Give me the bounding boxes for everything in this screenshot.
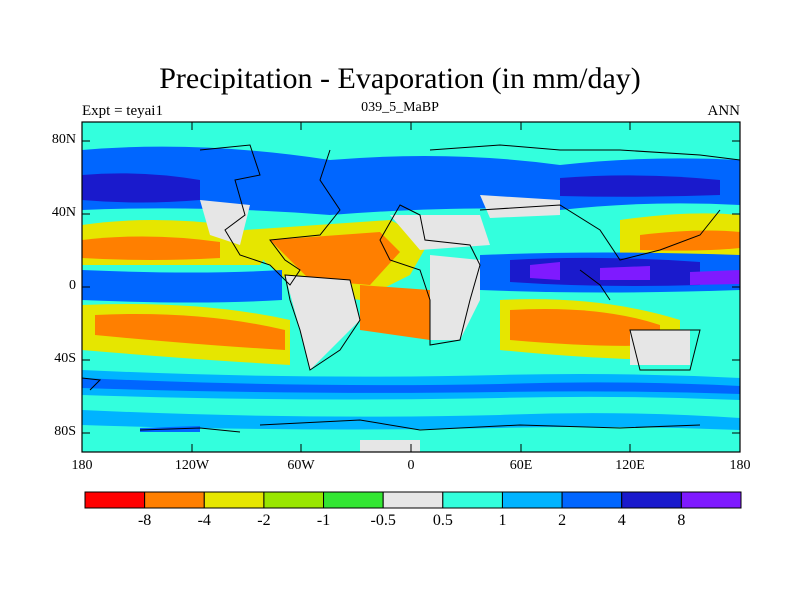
field-ssub-dryer-1 [95,314,285,350]
colorbar-label: 4 [617,512,626,529]
colorbar-label: 8 [677,512,686,529]
colorbar-swatch [203,491,265,509]
field-grey-5 [430,255,480,340]
field-land-1-dry [270,232,400,285]
y-tick-marks [82,140,740,434]
colorbar-label: -8 [137,512,152,529]
field-north-deep-2 [560,175,720,197]
field-south-wet-2 [82,378,740,394]
field-violet-3 [690,270,740,285]
field-south-wet-1 [82,370,740,400]
y-tick-label: 80S [54,424,76,439]
x-tick-label: 60W [287,458,315,473]
field-ssub-dryer-3 [510,309,660,346]
colorbar-label: -0.5 [370,512,396,529]
map-field [82,122,740,452]
colorbar-label: -1 [316,512,331,529]
x-tick-label: 120E [615,458,645,473]
colorbar-swatch [501,491,563,509]
x-tick-label: 180 [71,458,93,473]
colorbar-swatch [84,491,146,509]
colorbar-swatch [621,491,682,509]
field-north-wet [82,146,740,215]
field-eq-wet-1 [82,270,282,303]
x-tick-label: 120W [174,458,210,473]
page-title: Precipitation - Evaporation (in mm/day) [159,62,641,95]
y-tick-label: 40S [54,351,76,366]
field-ssub-dryer-2 [360,285,430,340]
y-tick-label: 0 [69,278,76,293]
field-north-deep [82,173,200,203]
field-grey-7 [360,440,420,452]
colorbar-swatch [323,491,384,509]
field-grey-1 [390,215,490,250]
field-violet-1 [530,262,560,280]
colorbar-label: -2 [257,512,271,529]
field-nsub-dryer [82,236,220,260]
colorbar-swatch [144,491,205,509]
colorbar-label: -4 [197,512,211,529]
y-tick-label: 40N [51,205,76,220]
experiment-label: Expt = teyai1 [82,103,163,119]
colorbar-label: 1 [498,512,507,529]
x-tick-label: 60E [509,458,533,473]
field-grey-4 [285,275,360,370]
colorbar-swatch [680,491,742,509]
y-tick-label: 80N [51,132,76,147]
x-tick-label: 180 [729,458,751,473]
x-tick-marks [81,122,741,452]
run-label: 039_5_MaBP [361,100,439,115]
colorbar-swatch [382,491,444,509]
colorbar-swatch [561,491,623,509]
coastlines [82,144,740,433]
colorbar [84,491,742,509]
colorbar-label: 0.5 [432,512,453,529]
field-grey-3 [480,195,560,218]
field-violet-2 [600,266,650,280]
field-nsub-dryer-2 [640,230,740,251]
colorbar-swatch [442,491,503,509]
x-tick-label: 0 [407,458,415,473]
field-grey-2 [200,200,250,245]
colorbar-swatch [263,491,325,509]
season-label: ANN [707,103,741,119]
colorbar-label: 2 [558,512,567,529]
field-south-wet-3 [82,410,740,430]
field-grey-6 [630,330,690,365]
